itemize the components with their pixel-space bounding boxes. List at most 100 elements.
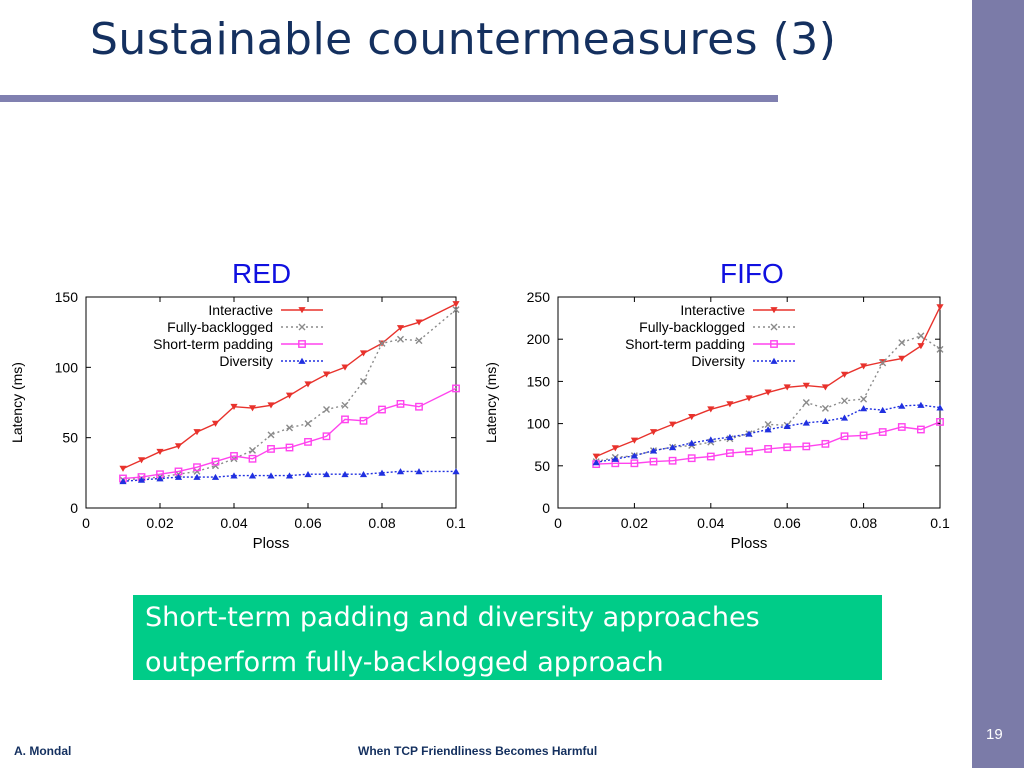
data-point — [396, 400, 405, 408]
data-point — [341, 401, 349, 409]
data-point — [341, 415, 349, 424]
data-point — [745, 395, 753, 402]
legend-label: Interactive — [680, 302, 745, 318]
data-point — [211, 420, 220, 427]
series-diversity — [119, 468, 460, 485]
data-point — [415, 337, 423, 345]
data-point — [248, 454, 257, 463]
x-tick-label: 0 — [82, 515, 90, 531]
data-point — [322, 471, 331, 478]
data-point — [174, 443, 183, 450]
data-point — [230, 403, 238, 410]
data-point — [119, 465, 127, 472]
data-point — [119, 478, 127, 485]
data-point — [821, 404, 829, 412]
data-point — [248, 405, 257, 412]
data-point — [322, 371, 331, 378]
data-point — [285, 472, 294, 479]
data-point — [248, 472, 257, 479]
data-point — [304, 471, 312, 478]
data-point — [936, 345, 944, 353]
data-point — [397, 335, 404, 343]
data-point — [137, 457, 146, 464]
legend-marker — [298, 307, 306, 314]
data-point — [415, 402, 423, 411]
conclusion-callout: Short-term padding and diversity approac… — [133, 595, 882, 680]
data-point — [802, 419, 810, 426]
data-point — [193, 473, 201, 480]
page-number: 19 — [986, 726, 1003, 743]
y-tick-label: 50 — [534, 458, 550, 474]
data-point — [821, 417, 829, 424]
data-point — [764, 389, 772, 396]
data-point — [936, 418, 944, 426]
data-point — [267, 431, 275, 439]
data-point — [649, 457, 658, 466]
data-point — [802, 399, 810, 406]
data-point — [630, 452, 638, 459]
data-point — [156, 448, 164, 455]
latency-chart-red: 0 50 100 150 0 0.02 0.04 0.06 0.08 0.1 Ploss Latenc… — [9, 289, 466, 552]
callout-line-1: Short-term padding and diversity approac… — [145, 602, 760, 633]
data-point — [592, 453, 600, 460]
data-point — [821, 439, 830, 448]
data-point — [360, 377, 367, 385]
x-tick-label: 0.02 — [146, 515, 173, 531]
title-divider — [0, 95, 778, 102]
x-tick-label: 0.08 — [368, 515, 395, 531]
data-point — [378, 405, 386, 414]
legend-label: Short-term padding — [153, 336, 273, 352]
x-axis-label: Ploss — [253, 535, 290, 552]
data-point — [707, 406, 715, 413]
data-point — [936, 304, 944, 311]
data-point — [415, 468, 423, 475]
data-point — [193, 429, 201, 436]
x-tick-label: 0.02 — [621, 515, 648, 531]
data-point — [649, 429, 658, 436]
x-tick-label: 0.06 — [294, 515, 321, 531]
data-point — [840, 432, 849, 441]
y-tick-label: 0 — [542, 500, 550, 516]
data-point — [452, 301, 460, 308]
data-point — [821, 384, 829, 391]
x-tick-label: 0.1 — [446, 515, 466, 531]
data-point — [359, 471, 368, 478]
data-point — [267, 402, 275, 409]
data-point — [396, 468, 405, 475]
y-tick-label: 150 — [55, 289, 79, 305]
legend-marker — [770, 340, 778, 348]
data-point — [230, 452, 238, 460]
data-point — [156, 475, 164, 482]
legend-marker — [298, 323, 306, 331]
data-point — [193, 467, 201, 475]
data-point — [396, 325, 405, 332]
data-point — [267, 445, 275, 453]
chart-label-fifo: FIFO — [720, 258, 784, 289]
data-point — [341, 364, 349, 371]
data-point — [802, 382, 810, 389]
data-point — [341, 471, 349, 478]
plot-frame — [557, 296, 941, 509]
data-point — [611, 445, 619, 452]
data-point — [137, 476, 146, 483]
data-point — [249, 446, 256, 454]
y-axis-label: Latency (ms) — [483, 362, 499, 443]
data-point — [898, 355, 906, 362]
data-point — [859, 431, 868, 440]
data-point — [304, 381, 312, 388]
data-point — [897, 423, 906, 431]
data-point — [193, 463, 201, 472]
data-point — [687, 454, 696, 463]
data-point — [669, 443, 677, 451]
series-line — [122, 470, 456, 482]
data-point — [860, 395, 868, 403]
data-point — [359, 350, 368, 357]
data-point — [359, 416, 368, 425]
legend-label: Interactive — [208, 302, 273, 318]
series-line — [596, 421, 941, 465]
data-point — [211, 473, 220, 480]
footer-title: When TCP Friendliness Becomes Harmful — [358, 744, 598, 758]
data-point — [745, 430, 753, 437]
data-point — [452, 468, 460, 475]
legend-label: Fully-backlogged — [167, 319, 273, 335]
